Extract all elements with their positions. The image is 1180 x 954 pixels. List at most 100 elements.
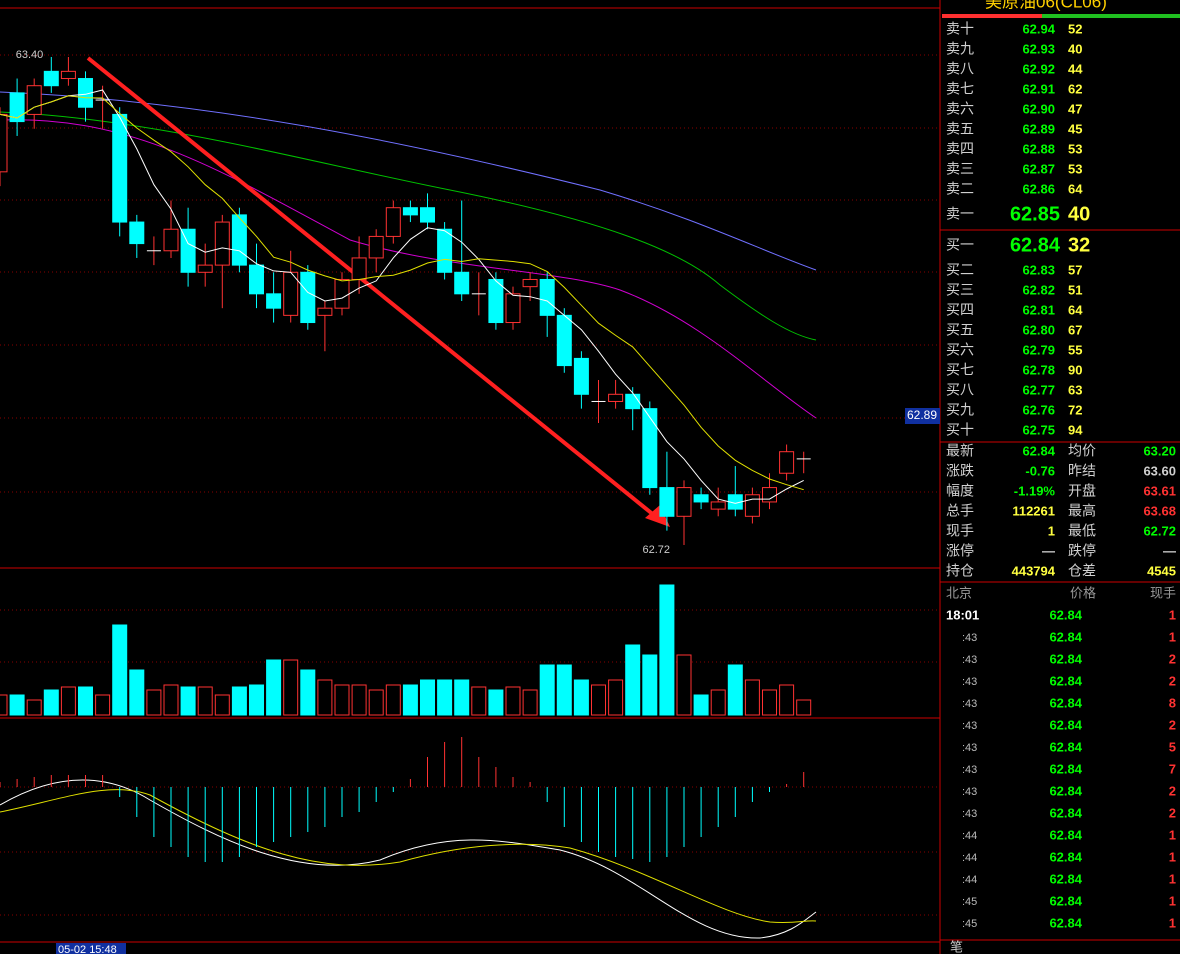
book-volume: 32 bbox=[1068, 234, 1090, 256]
dif-line bbox=[0, 779, 817, 939]
tick-time: :43 bbox=[962, 654, 977, 666]
book-price: 62.85 bbox=[1010, 203, 1060, 225]
candle-body bbox=[625, 393, 641, 410]
candle-body bbox=[43, 70, 59, 87]
book-volume: 55 bbox=[1068, 342, 1082, 357]
volume-bar bbox=[591, 684, 606, 716]
candle-body bbox=[556, 314, 572, 367]
book-label: 卖九 bbox=[946, 41, 974, 57]
stat-value: 1 bbox=[1048, 523, 1055, 538]
stat-label: 现手 bbox=[946, 523, 974, 539]
book-price: 62.75 bbox=[1022, 422, 1055, 437]
candle-body bbox=[163, 228, 179, 252]
book-price: 62.79 bbox=[1022, 342, 1055, 357]
candle-body bbox=[197, 264, 213, 273]
candle-body bbox=[231, 214, 247, 266]
tick-time: :43 bbox=[962, 808, 977, 820]
book-price: 62.90 bbox=[1022, 101, 1055, 116]
stat-label: 开盘 bbox=[1068, 483, 1096, 499]
tick-price: 62.84 bbox=[1049, 695, 1082, 710]
tick-volume: 5 bbox=[1169, 739, 1176, 754]
volume-bar bbox=[437, 679, 453, 716]
volume-bar bbox=[505, 686, 521, 716]
book-volume: 47 bbox=[1068, 101, 1082, 116]
volume-bar bbox=[95, 694, 111, 716]
volume-bar bbox=[744, 679, 760, 716]
candle-body bbox=[437, 228, 453, 273]
footer: 笔 bbox=[950, 939, 963, 954]
candle-body bbox=[488, 278, 504, 324]
volume-bar bbox=[693, 694, 709, 716]
stat-label: 仓差 bbox=[1068, 563, 1096, 579]
volume-bar bbox=[26, 699, 42, 716]
stat-label: 最新 bbox=[946, 443, 974, 459]
book-volume: 64 bbox=[1068, 302, 1083, 317]
tick-price: 62.84 bbox=[1049, 717, 1082, 732]
tick-time: :43 bbox=[962, 720, 977, 732]
stat-label: 最低 bbox=[1068, 523, 1096, 539]
stat-label: 均价 bbox=[1068, 443, 1096, 459]
candle-body bbox=[317, 307, 333, 316]
candle-body bbox=[60, 70, 76, 80]
book-label: 买十 bbox=[946, 422, 974, 438]
tick-volume: 2 bbox=[1169, 717, 1176, 732]
candle-body bbox=[608, 393, 624, 402]
candle-body bbox=[710, 501, 726, 510]
book-price: 62.80 bbox=[1022, 322, 1055, 337]
book-volume: 90 bbox=[1068, 362, 1082, 377]
candle-body bbox=[744, 494, 760, 517]
ma-long bbox=[0, 91, 817, 271]
tick-volume: 7 bbox=[1169, 761, 1176, 776]
tick-volume: 1 bbox=[1169, 915, 1176, 930]
candle-body bbox=[642, 408, 658, 489]
ticks-header: 现手 bbox=[1150, 585, 1176, 600]
book-price: 62.91 bbox=[1022, 81, 1055, 96]
ticks-header: 价格 bbox=[1070, 585, 1096, 600]
book-volume: 94 bbox=[1068, 422, 1083, 437]
stat-value: 63.68 bbox=[1143, 503, 1176, 518]
candle-body bbox=[26, 85, 42, 115]
stat-label: 涨跌 bbox=[946, 463, 974, 479]
book-label: 卖四 bbox=[946, 141, 974, 157]
stat-value: 443794 bbox=[1012, 563, 1056, 578]
volume-bar bbox=[488, 689, 504, 716]
candle-body bbox=[249, 264, 264, 295]
ma-short bbox=[0, 119, 817, 419]
book-volume: 62 bbox=[1068, 81, 1082, 96]
volume-bar bbox=[556, 664, 572, 716]
book-label: 卖六 bbox=[946, 101, 974, 117]
tick-time: :43 bbox=[962, 632, 977, 644]
volume-bar bbox=[351, 684, 367, 716]
volume-bar bbox=[300, 669, 316, 716]
tick-price: 62.84 bbox=[1049, 805, 1082, 820]
candle-body bbox=[9, 92, 25, 123]
tick-price: 62.84 bbox=[1049, 651, 1082, 666]
book-volume: 64 bbox=[1068, 181, 1083, 196]
tick-volume: 1 bbox=[1169, 871, 1176, 886]
volume-bar bbox=[539, 664, 555, 716]
volume-bar bbox=[0, 694, 8, 716]
book-price: 62.89 bbox=[1022, 121, 1055, 136]
volume-bar bbox=[180, 686, 196, 716]
book-price: 62.92 bbox=[1022, 61, 1055, 76]
volume-bar bbox=[642, 654, 658, 716]
stat-value: -1.19% bbox=[1014, 483, 1056, 498]
volume-bar bbox=[420, 679, 435, 716]
book-label: 卖七 bbox=[946, 81, 974, 97]
book-price: 62.93 bbox=[1022, 41, 1055, 56]
stat-label: 最高 bbox=[1068, 503, 1096, 519]
book-price: 62.82 bbox=[1022, 282, 1055, 297]
book-volume: 51 bbox=[1068, 282, 1082, 297]
arrow-head bbox=[645, 505, 670, 527]
tick-price: 62.84 bbox=[1049, 607, 1082, 622]
candle-body bbox=[539, 278, 555, 316]
book-label: 卖一 bbox=[946, 206, 974, 222]
tick-time: :44 bbox=[962, 874, 977, 886]
book-price: 62.84 bbox=[1010, 234, 1061, 256]
volume-bar bbox=[214, 694, 230, 716]
book-label: 卖五 bbox=[946, 121, 974, 137]
book-label: 买三 bbox=[946, 282, 974, 298]
stat-value: 4545 bbox=[1147, 563, 1176, 578]
tick-time: :43 bbox=[962, 764, 977, 776]
volume-bar bbox=[266, 659, 282, 716]
